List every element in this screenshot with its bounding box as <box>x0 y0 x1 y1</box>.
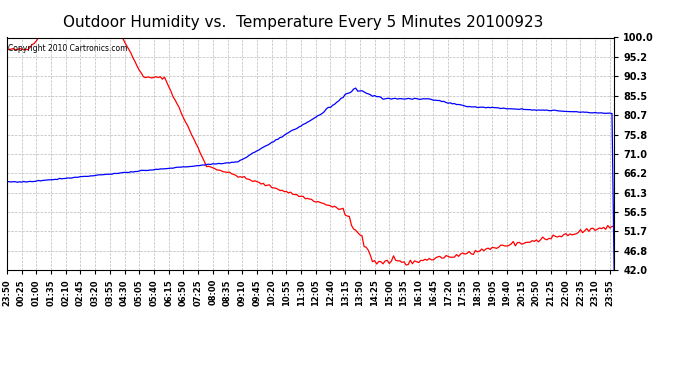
Text: Copyright 2010 Cartronics.com: Copyright 2010 Cartronics.com <box>8 45 128 54</box>
Text: Outdoor Humidity vs.  Temperature Every 5 Minutes 20100923: Outdoor Humidity vs. Temperature Every 5… <box>63 15 544 30</box>
